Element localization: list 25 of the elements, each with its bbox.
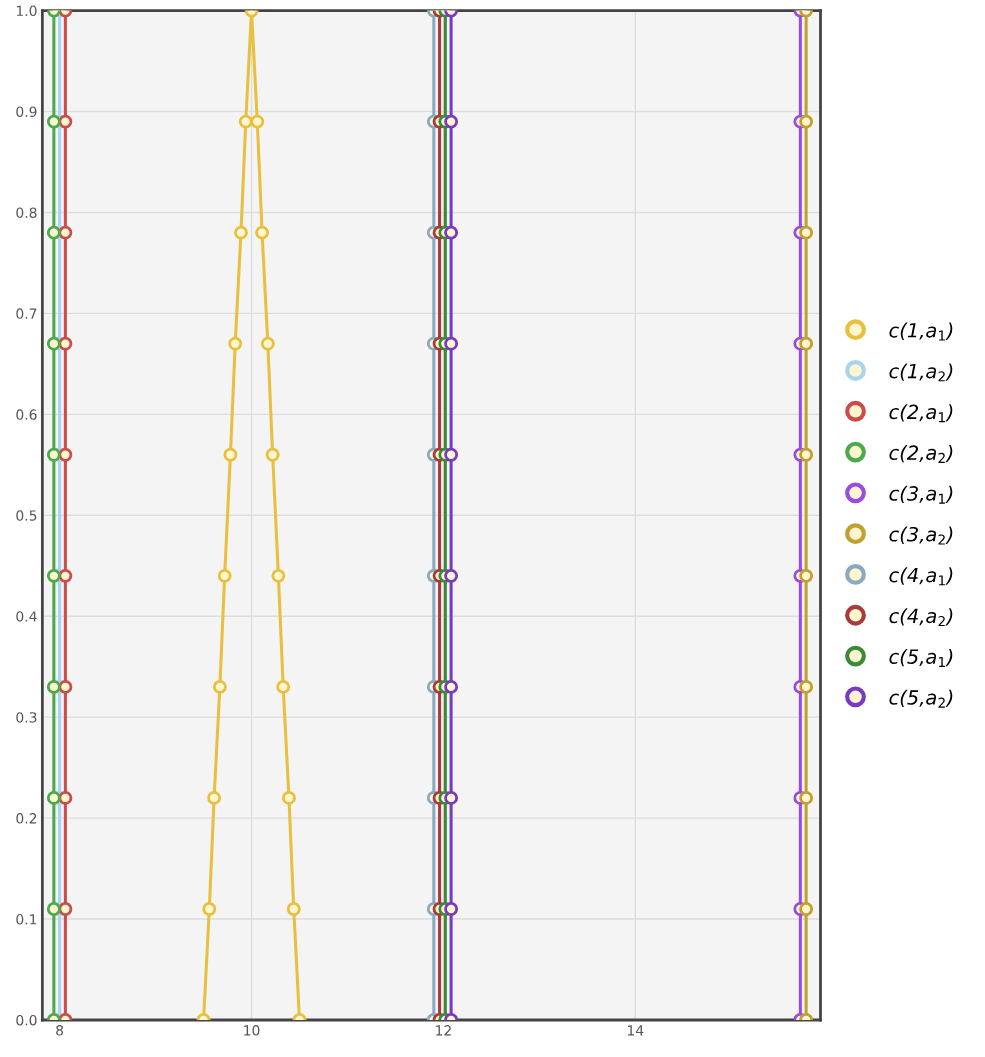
legend-label: c(4,a$_{1}$) xyxy=(889,567,953,586)
y-tick-label: 0.9 xyxy=(16,106,37,117)
legend-label: c(2,a$_{2}$) xyxy=(889,444,953,463)
y-tick-label: 0.1 xyxy=(16,914,37,925)
legend-label: c(1,a$_{2}$) xyxy=(889,363,953,382)
y-tick-label: 0.0 xyxy=(16,1014,37,1026)
legend-label: c(3,a$_{2}$) xyxy=(889,526,953,545)
y-tick-label: 0.3 xyxy=(16,712,37,723)
legend-label: c(2,a$_{1}$) xyxy=(889,404,953,423)
x-tick-label: 10 xyxy=(244,1025,260,1036)
y-tick-label: 0.4 xyxy=(16,611,37,622)
y-tick-label: 0.8 xyxy=(16,207,37,218)
y-tick-label: 0.6 xyxy=(16,409,37,420)
y-tick-label: 0.5 xyxy=(16,510,37,521)
legend-label: c(5,a$_{2}$) xyxy=(889,689,953,708)
legend-label: c(3,a$_{1}$) xyxy=(889,485,953,504)
x-tick-label: 12 xyxy=(436,1025,451,1036)
legend-label: c(1,a$_{1}$) xyxy=(889,322,953,341)
legend-label: c(4,a$_{2}$) xyxy=(889,608,953,627)
y-tick-label: 1.0 xyxy=(16,5,37,17)
y-tick-label: 0.2 xyxy=(16,813,37,824)
legend-label: c(5,a$_{1}$) xyxy=(889,648,953,667)
y-tick-label: 0.7 xyxy=(16,308,37,319)
x-tick-label: 14 xyxy=(628,1025,644,1036)
x-tick-label: 8 xyxy=(56,1025,64,1036)
